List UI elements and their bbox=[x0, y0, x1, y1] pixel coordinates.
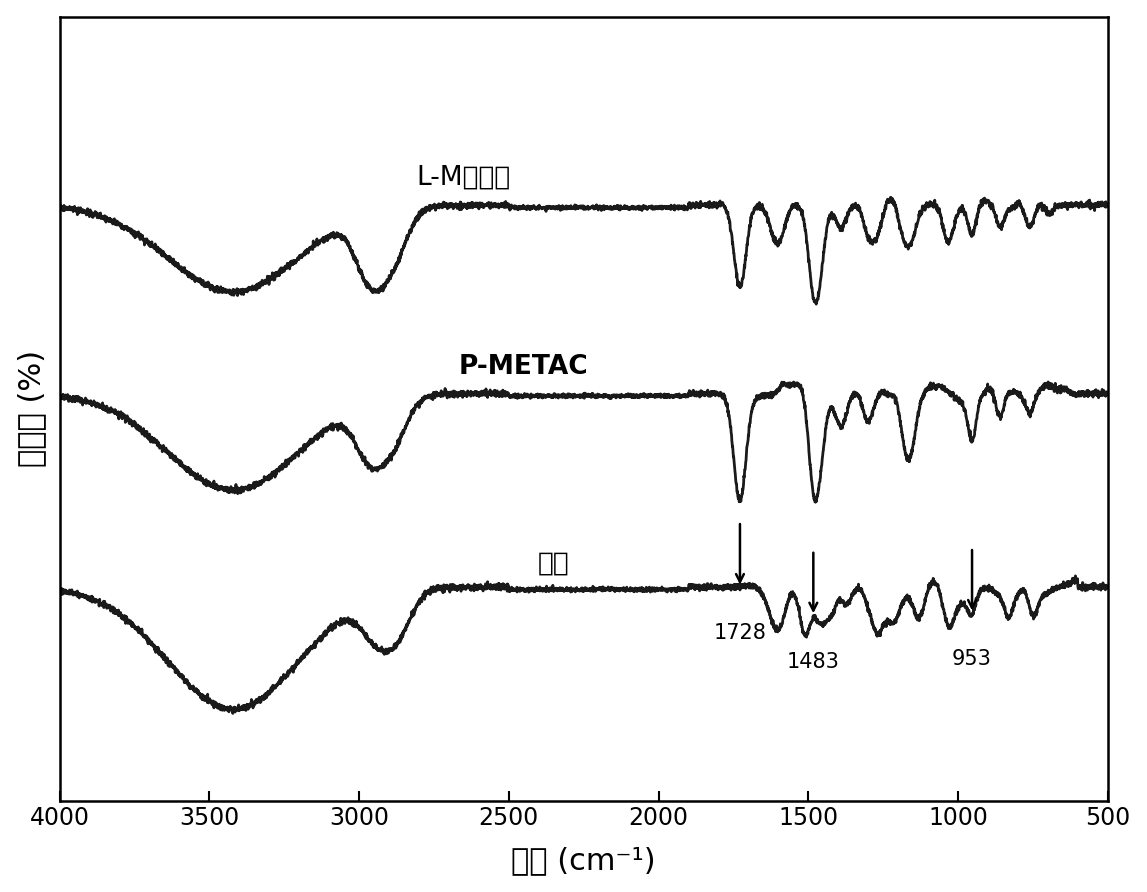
Y-axis label: 透过率 (%): 透过率 (%) bbox=[17, 351, 46, 467]
Text: 953: 953 bbox=[952, 649, 992, 669]
Text: L-M共聚物: L-M共聚物 bbox=[416, 164, 510, 191]
Text: 1728: 1728 bbox=[713, 623, 766, 643]
Text: 木素: 木素 bbox=[538, 550, 570, 576]
Text: 1483: 1483 bbox=[787, 652, 840, 672]
Text: P-METAC: P-METAC bbox=[459, 354, 588, 380]
X-axis label: 波长 (cm⁻¹): 波长 (cm⁻¹) bbox=[512, 847, 656, 875]
